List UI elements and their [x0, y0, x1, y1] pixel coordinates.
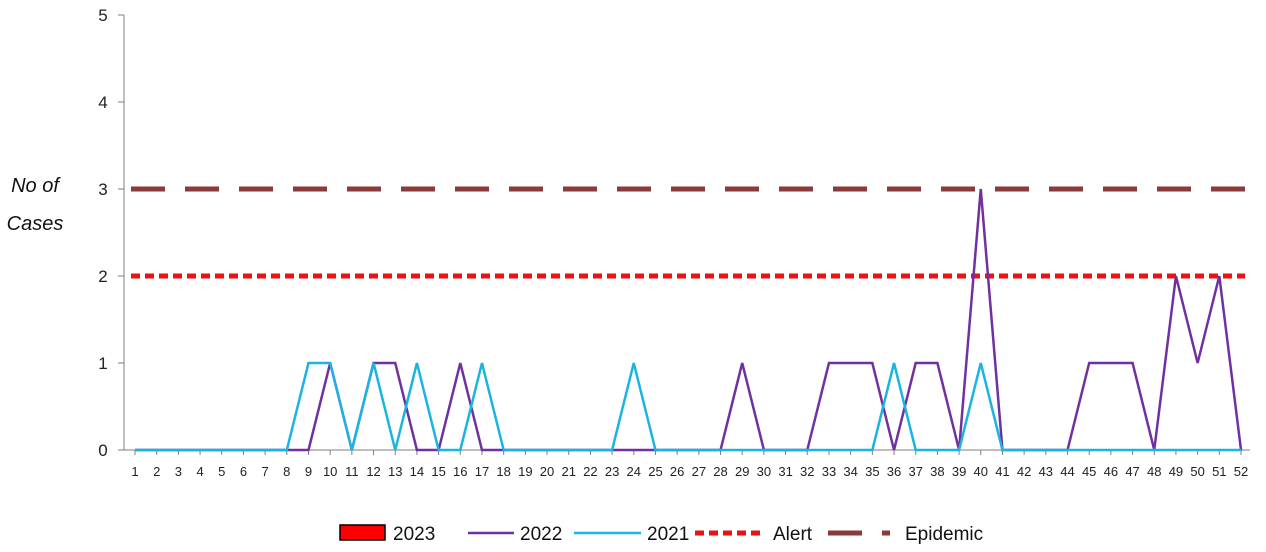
x-tick-label: 2: [153, 464, 160, 479]
x-tick-label: 12: [366, 464, 380, 479]
legend-item-2022: 2022: [468, 524, 562, 545]
x-tick-label: 26: [670, 464, 684, 479]
x-tick-label: 29: [735, 464, 749, 479]
x-tick-label: 52: [1234, 464, 1248, 479]
legend: 2023 2022 2021 Alert Epidemic: [339, 524, 983, 545]
x-tick-label: 4: [196, 464, 203, 479]
x-tick-label: 41: [995, 464, 1009, 479]
x-tick-label: 44: [1060, 464, 1074, 479]
x-tick-label: 9: [305, 464, 312, 479]
x-tick-label: 11: [345, 464, 359, 479]
x-tick-label: 23: [605, 464, 619, 479]
x-tick-label: 7: [262, 464, 269, 479]
x-tick-label: 13: [388, 464, 402, 479]
x-tick-label: 15: [431, 464, 445, 479]
x-tick-label: 30: [757, 464, 771, 479]
x-tick-label: 20: [540, 464, 554, 479]
x-tick-label: 28: [713, 464, 727, 479]
x-tick-label: 45: [1082, 464, 1096, 479]
x-tick-label: 32: [800, 464, 814, 479]
legend-item-2023: 2023: [339, 524, 435, 545]
x-tick-label: 18: [496, 464, 510, 479]
series-lines: [135, 188, 1243, 452]
y-axis-label-line-1: No of: [11, 175, 61, 197]
x-tick-label: 25: [648, 464, 662, 479]
x-tick-label: 39: [952, 464, 966, 479]
y-tick-label: 2: [98, 267, 107, 286]
legend-label-epidemic: Epidemic: [905, 524, 983, 545]
y-tick-label: 1: [98, 354, 107, 373]
threshold-lines: [131, 186, 1245, 279]
x-tick-label: 16: [453, 464, 467, 479]
x-tick-label: 42: [1017, 464, 1031, 479]
x-tick-label: 10: [323, 464, 337, 479]
x-tick-label: 35: [865, 464, 879, 479]
series-line-2021: [135, 361, 1241, 452]
legend-label-2021: 2021: [647, 524, 689, 545]
x-tick-label: 22: [583, 464, 597, 479]
x-tick-label: 43: [1039, 464, 1053, 479]
series-line-2022: [135, 188, 1243, 452]
x-tick-label: 19: [518, 464, 532, 479]
x-tick-label: 21: [561, 464, 575, 479]
x-tick-label: 37: [908, 464, 922, 479]
x-tick-label: 50: [1190, 464, 1204, 479]
x-tick-label: 51: [1212, 464, 1226, 479]
y-tick-label: 4: [98, 93, 107, 112]
x-tick-label: 1: [131, 464, 138, 479]
y-tick-label: 3: [98, 180, 107, 199]
x-tick-label: 5: [218, 464, 225, 479]
legend-item-epidemic: Epidemic: [828, 524, 983, 545]
y-tick-label: 0: [98, 441, 107, 460]
y-tick-label: 5: [98, 6, 107, 25]
x-tick-label: 14: [410, 464, 424, 479]
x-tick-label: 33: [822, 464, 836, 479]
x-tick-label: 3: [175, 464, 182, 479]
legend-item-alert: Alert: [695, 524, 813, 545]
x-tick-label: 24: [627, 464, 641, 479]
x-tick-label: 38: [930, 464, 944, 479]
legend-label-2022: 2022: [520, 524, 562, 545]
legend-item-2021: 2021: [574, 524, 689, 545]
y-axis-label-line-2: Cases: [7, 213, 64, 235]
x-tick-label: 49: [1169, 464, 1183, 479]
x-tick-label: 47: [1125, 464, 1139, 479]
x-tick-label: 48: [1147, 464, 1161, 479]
x-tick-label: 27: [692, 464, 706, 479]
y-axis-label: No of Cases: [7, 175, 64, 235]
x-tick-label: 17: [475, 464, 489, 479]
legend-label-2023: 2023: [393, 524, 435, 545]
x-tick-label: 6: [240, 464, 247, 479]
x-tick-label: 46: [1104, 464, 1118, 479]
x-tick-label: 31: [778, 464, 792, 479]
legend-label-alert: Alert: [773, 524, 813, 545]
x-tick-label: 36: [887, 464, 901, 479]
x-tick-label: 40: [974, 464, 988, 479]
x-tick-label: 8: [283, 464, 290, 479]
x-tick-label: 34: [843, 464, 857, 479]
legend-swatch-2023: [339, 524, 386, 541]
